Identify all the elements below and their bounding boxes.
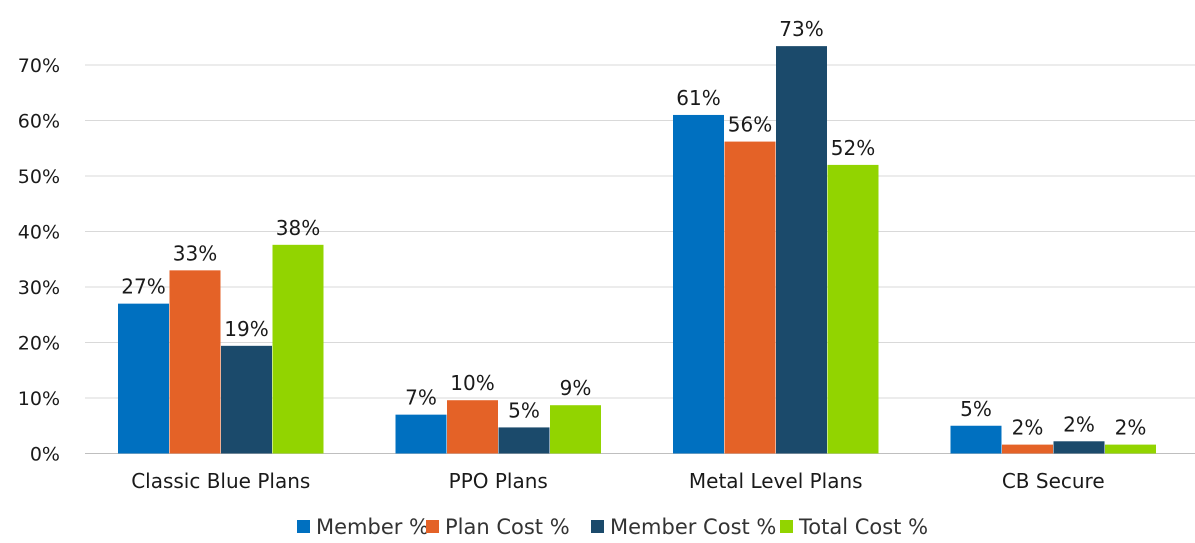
- data-label: 56%: [728, 113, 772, 137]
- bar: [118, 303, 169, 454]
- bar: [447, 400, 498, 454]
- data-label: 73%: [779, 17, 823, 41]
- bar: [395, 414, 447, 454]
- y-axis-tick-labels: 0% 10% 20% 30% 40% 50% 60% 70%: [18, 55, 60, 466]
- data-label: 33%: [173, 241, 217, 265]
- bar: [1002, 444, 1053, 454]
- bar: [950, 425, 1002, 454]
- bar: [1105, 444, 1156, 454]
- data-label: 27%: [121, 275, 165, 299]
- data-label: 2%: [1063, 412, 1095, 436]
- legend-label: Total Cost %: [798, 515, 928, 539]
- data-label: 9%: [560, 376, 592, 400]
- legend-swatch: [297, 520, 310, 533]
- bar: [1053, 441, 1105, 454]
- y-tick-label: 0%: [30, 444, 60, 466]
- bars: [118, 46, 1156, 454]
- category-label: CB Secure: [1002, 469, 1105, 493]
- bar: [724, 141, 776, 454]
- bar: [272, 244, 324, 454]
- y-tick-label: 50%: [18, 166, 60, 188]
- data-labels: 27% 33% 19% 38% 7% 10% 5% 9% 61% 56% 73% 52% 5% 2% 2% 2…: [121, 17, 1146, 439]
- legend-swatch: [780, 520, 793, 533]
- bar: [550, 405, 601, 454]
- legend-item: Total Cost %: [780, 515, 928, 539]
- legend-item: Plan Cost %: [426, 515, 570, 539]
- data-label: 52%: [831, 136, 875, 160]
- legend-swatch: [426, 520, 439, 533]
- data-label: 38%: [276, 216, 320, 240]
- data-label: 7%: [405, 386, 437, 410]
- data-label: 2%: [1012, 416, 1044, 440]
- legend: Member % Plan Cost % Member Cost % Total Co…: [297, 515, 928, 539]
- y-tick-label: 10%: [18, 388, 60, 410]
- data-label: 2%: [1115, 416, 1147, 440]
- data-label: 5%: [508, 398, 540, 422]
- category-label: Metal Level Plans: [689, 469, 863, 493]
- y-tick-label: 70%: [18, 55, 60, 77]
- x-axis-category-labels: Classic Blue Plans PPO Plans Metal Level P…: [131, 469, 1104, 493]
- data-label: 10%: [450, 371, 494, 395]
- data-label: 61%: [676, 86, 720, 110]
- legend-label: Member %: [316, 515, 429, 539]
- category-label: PPO Plans: [449, 469, 548, 493]
- legend-item: Member %: [297, 515, 429, 539]
- bar: [776, 46, 827, 454]
- legend-label: Plan Cost %: [445, 515, 570, 539]
- y-tick-label: 60%: [18, 111, 60, 133]
- bar: [827, 164, 879, 454]
- bar: [169, 270, 221, 454]
- legend-swatch: [591, 520, 604, 533]
- category-label: Classic Blue Plans: [131, 469, 310, 493]
- legend-item: Member Cost %: [591, 515, 776, 539]
- y-tick-label: 30%: [18, 277, 60, 299]
- bar: [221, 345, 272, 454]
- y-tick-label: 40%: [18, 222, 60, 244]
- bar: [673, 114, 724, 454]
- data-label: 5%: [960, 397, 992, 421]
- legend-label: Member Cost %: [610, 515, 776, 539]
- data-label: 19%: [224, 317, 268, 341]
- bar: [498, 427, 550, 454]
- y-tick-label: 20%: [18, 333, 60, 355]
